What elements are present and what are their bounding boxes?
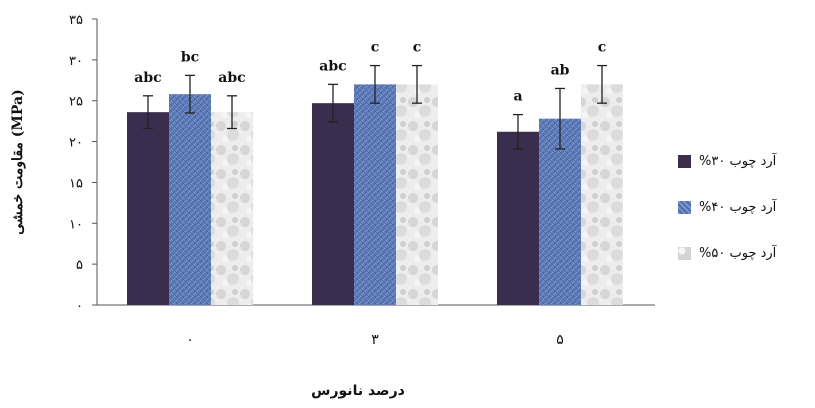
x-axis-tick-labels: ۰ ۳ ۵ — [186, 332, 564, 348]
bar — [396, 84, 438, 305]
bar — [312, 103, 354, 305]
legend-item-series-2: آرد چوب ۴۰% — [678, 198, 808, 216]
legend-item-series-1: آرد چوب ۳۰% — [678, 152, 808, 170]
y-tick-label: ۱۰ — [69, 217, 83, 232]
bar — [539, 118, 581, 305]
bar — [581, 84, 623, 305]
data-label: abc — [134, 70, 161, 86]
data-label: c — [371, 40, 380, 56]
y-tick-label: ۲۵ — [69, 95, 83, 110]
y-axis-ticks: ۰ ۵ ۱۰ ۱۵ ۲۰ ۲۵ ۳۰ ۳۵ — [69, 13, 97, 314]
legend-swatch-series-1 — [678, 154, 691, 168]
y-tick-label: ۰ — [76, 299, 83, 314]
x-axis-title: درصد نانورس — [311, 383, 405, 399]
y-tick-label: ۱۵ — [69, 176, 83, 191]
bar — [211, 112, 253, 305]
legend-label-series-2: آرد چوب ۴۰% — [699, 199, 777, 215]
y-tick-label: ۳۰ — [69, 54, 83, 69]
bar — [169, 94, 211, 305]
legend: آرد چوب ۳۰% آرد چوب ۴۰% آرد چوب ۵۰% — [678, 152, 808, 290]
x-tick-label: ۵ — [556, 332, 564, 348]
y-tick-label: ۵ — [76, 258, 83, 273]
legend-swatch-series-3 — [678, 246, 691, 260]
x-tick-label: ۰ — [186, 332, 194, 348]
legend-label-series-1: آرد چوب ۳۰% — [699, 153, 777, 169]
legend-label-series-3: آرد چوب ۵۰% — [699, 245, 777, 261]
data-label: c — [598, 40, 607, 56]
bar — [497, 131, 539, 305]
bar — [354, 84, 396, 305]
y-tick-label: ۲۰ — [69, 136, 83, 151]
legend-item-series-3: آرد چوب ۵۰% — [678, 244, 808, 262]
data-label: c — [413, 40, 422, 56]
data-label: bc — [181, 49, 199, 65]
legend-swatch-series-2 — [678, 200, 691, 214]
x-tick-label: ۳ — [371, 332, 379, 348]
y-axis-title: مقاومت خمشی (MPa) — [10, 89, 26, 234]
data-label: abc — [319, 58, 346, 74]
data-label: ab — [551, 62, 570, 78]
data-label: abc — [218, 70, 245, 86]
y-tick-label: ۳۵ — [69, 13, 83, 28]
data-label: a — [513, 89, 522, 105]
bar — [127, 112, 169, 305]
